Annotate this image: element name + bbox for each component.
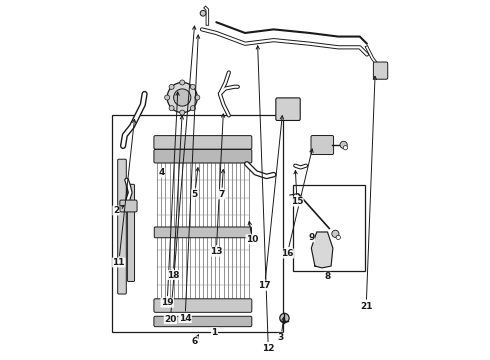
FancyBboxPatch shape <box>154 316 252 327</box>
Circle shape <box>200 10 206 16</box>
Circle shape <box>191 105 196 111</box>
Circle shape <box>191 84 196 89</box>
FancyBboxPatch shape <box>154 136 252 149</box>
Text: 9: 9 <box>308 233 315 242</box>
Text: 13: 13 <box>210 247 222 256</box>
Text: 10: 10 <box>246 235 258 244</box>
Text: 16: 16 <box>281 249 294 258</box>
Circle shape <box>173 89 191 106</box>
Text: 5: 5 <box>192 190 198 199</box>
Circle shape <box>280 314 289 323</box>
Circle shape <box>180 110 185 115</box>
FancyBboxPatch shape <box>154 149 252 163</box>
Text: 4: 4 <box>159 168 165 177</box>
Text: 1: 1 <box>211 328 218 337</box>
Text: 3: 3 <box>278 333 284 342</box>
Circle shape <box>165 95 170 100</box>
Text: 11: 11 <box>113 258 125 267</box>
FancyBboxPatch shape <box>276 98 300 121</box>
FancyBboxPatch shape <box>311 135 334 154</box>
FancyBboxPatch shape <box>154 227 251 238</box>
FancyBboxPatch shape <box>127 184 135 282</box>
FancyBboxPatch shape <box>120 200 137 212</box>
Circle shape <box>167 82 197 113</box>
FancyBboxPatch shape <box>154 299 252 312</box>
Circle shape <box>340 141 347 148</box>
Bar <box>112 116 283 332</box>
Polygon shape <box>311 232 333 268</box>
Text: 18: 18 <box>167 270 179 279</box>
Circle shape <box>332 230 339 237</box>
Text: 12: 12 <box>262 344 274 353</box>
Text: 6: 6 <box>192 337 198 346</box>
Text: 8: 8 <box>324 272 331 281</box>
Text: 15: 15 <box>291 197 303 206</box>
Circle shape <box>336 235 341 239</box>
FancyBboxPatch shape <box>118 159 126 294</box>
Circle shape <box>343 145 347 150</box>
Circle shape <box>195 95 200 100</box>
Circle shape <box>169 84 174 89</box>
Text: 19: 19 <box>161 298 173 307</box>
Circle shape <box>180 80 185 85</box>
Text: 17: 17 <box>258 281 271 290</box>
Circle shape <box>169 105 174 111</box>
Bar <box>294 185 365 271</box>
Text: 20: 20 <box>164 315 176 324</box>
Text: 14: 14 <box>179 314 192 323</box>
Text: 7: 7 <box>219 190 225 199</box>
Text: 21: 21 <box>360 302 372 311</box>
FancyBboxPatch shape <box>373 62 388 79</box>
Text: 2: 2 <box>113 206 119 215</box>
